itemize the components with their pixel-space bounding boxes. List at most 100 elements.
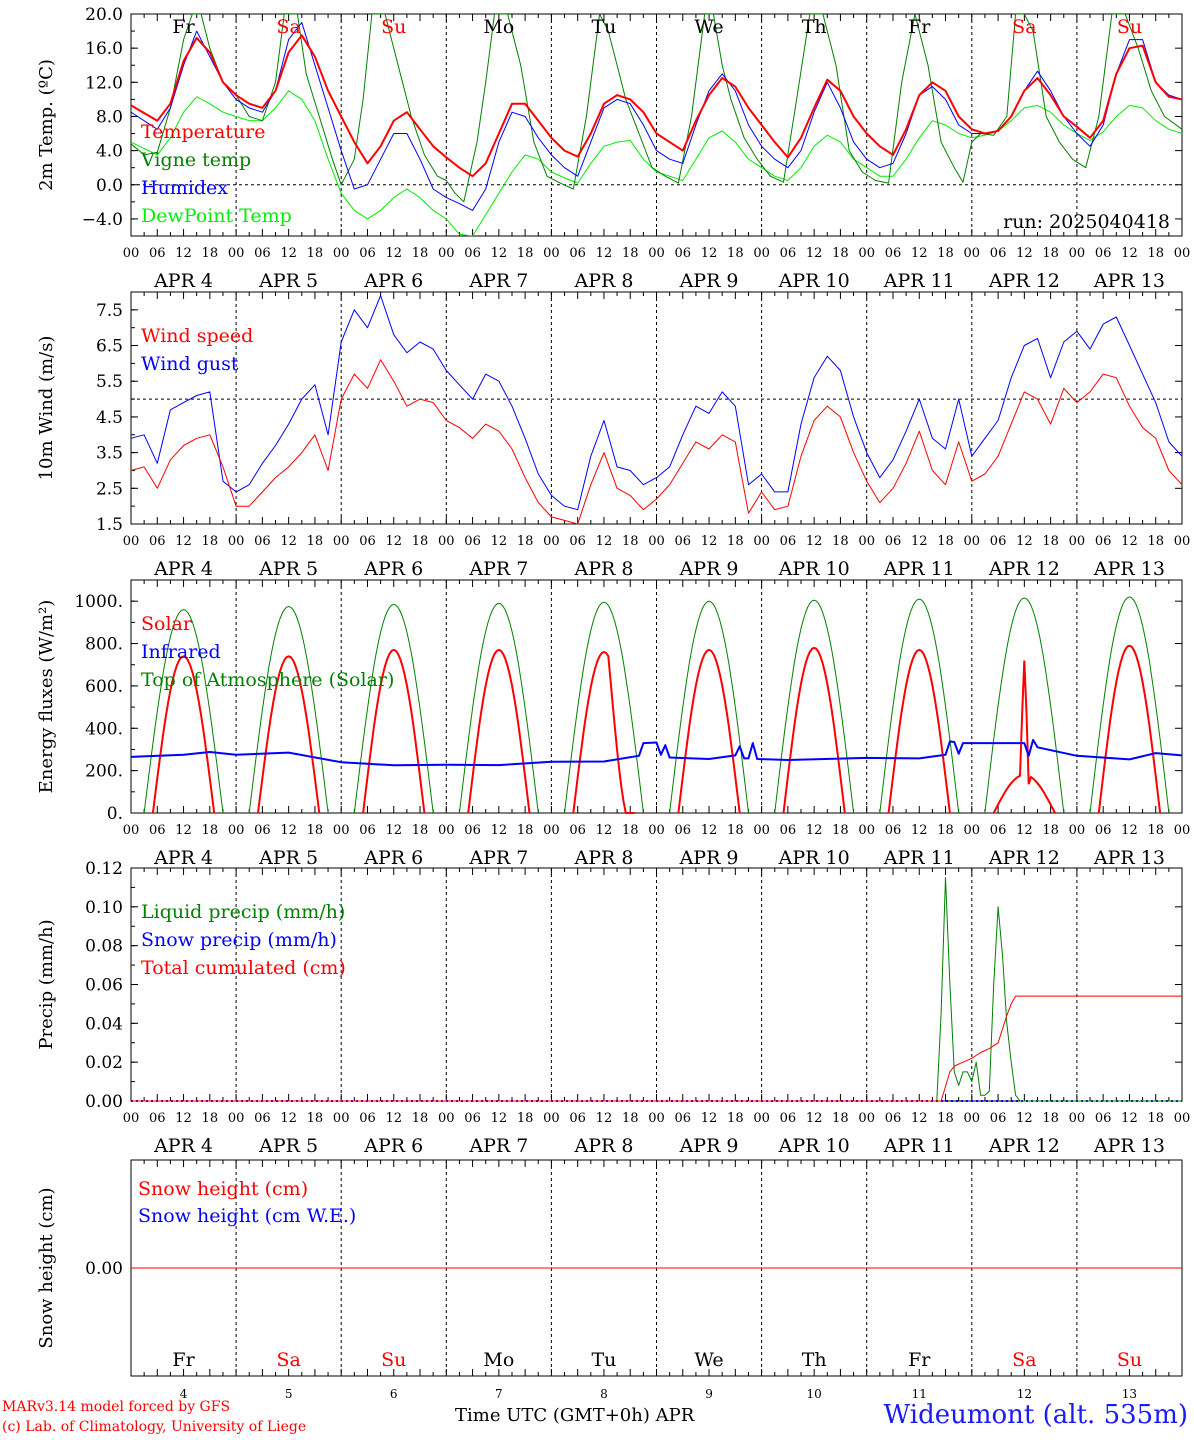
hour-tick-label: 00 <box>964 823 981 838</box>
hour-tick-label: 18 <box>412 246 429 261</box>
weekday-label: Tu <box>591 1349 616 1371</box>
hour-tick-label: 00 <box>228 246 245 261</box>
y-tick-label: 0.02 <box>85 1053 123 1073</box>
hour-tick-label: 06 <box>990 534 1007 549</box>
credit-line-1: MARv3.14 model forced by GFS <box>2 1399 231 1415</box>
y-tick-label: 0.00 <box>85 1259 123 1279</box>
hour-tick-label: 06 <box>569 823 586 838</box>
hour-tick-label: 00 <box>333 1111 350 1126</box>
day-number-label: 12 <box>1017 1387 1032 1401</box>
hour-tick-label: 18 <box>307 1111 324 1126</box>
credit-line-2: (c) Lab. of Climatology, University of L… <box>2 1419 307 1435</box>
toa-solar-curve <box>458 602 539 814</box>
toa-solar-curve <box>353 603 434 814</box>
hour-tick-label: 12 <box>385 823 402 838</box>
hour-tick-label: 06 <box>885 823 902 838</box>
series-temperature <box>131 34 1182 178</box>
hour-tick-label: 00 <box>123 1111 140 1126</box>
date-label: APR 6 <box>363 847 423 869</box>
day-number-label: 6 <box>390 1387 398 1401</box>
hour-tick-label: 18 <box>937 534 954 549</box>
solar-curve <box>992 660 1056 814</box>
hour-tick-label: 12 <box>806 823 823 838</box>
toa-solar-curve <box>1089 596 1170 814</box>
hour-tick-label: 06 <box>990 823 1007 838</box>
hour-tick-label: 00 <box>438 246 455 261</box>
toa-solar-curve <box>143 609 224 814</box>
hour-tick-label: 12 <box>1016 534 1033 549</box>
hour-tick-label: 18 <box>727 823 744 838</box>
hour-tick-label: 06 <box>464 246 481 261</box>
hour-tick-label: 12 <box>1121 534 1138 549</box>
hour-tick-label: 00 <box>964 246 981 261</box>
hour-tick-label: 18 <box>832 1111 849 1126</box>
y-tick-label: 0.12 <box>85 859 123 879</box>
toa-solar-curve <box>774 599 855 814</box>
hour-tick-label: 12 <box>1121 246 1138 261</box>
hour-tick-label: 06 <box>254 1111 271 1126</box>
hour-tick-label: 00 <box>964 534 981 549</box>
run-annotation: run: 2025040418 <box>1003 211 1170 233</box>
date-label: APR 8 <box>573 270 633 292</box>
hour-tick-label: 18 <box>832 246 849 261</box>
y-tick-label: 0.04 <box>85 1014 123 1034</box>
hour-tick-label: 00 <box>1174 246 1191 261</box>
hour-tick-label: 12 <box>806 1111 823 1126</box>
solar-curve <box>782 646 846 814</box>
hour-tick-label: 18 <box>1042 534 1059 549</box>
hour-tick-label: 18 <box>937 823 954 838</box>
hour-tick-label: 06 <box>569 246 586 261</box>
y-tick-label: 3.5 <box>96 444 123 464</box>
y-axis-label: 2m Temp. (ºC) <box>36 59 57 191</box>
hour-tick-label: 12 <box>701 1111 718 1126</box>
hour-tick-label: 06 <box>359 1111 376 1126</box>
day-number-label: 10 <box>807 1387 822 1401</box>
hour-tick-label: 00 <box>438 534 455 549</box>
y-tick-label: 1.5 <box>96 515 123 535</box>
weekday-label: Fr <box>908 16 931 38</box>
solar-curve <box>151 655 216 814</box>
hour-tick-label: 06 <box>149 823 166 838</box>
hour-tick-label: 12 <box>1016 246 1033 261</box>
legend-entry: Snow height (cm W.E.) <box>138 1205 356 1227</box>
y-axis-label: Energy fluxes (W/m²) <box>36 600 57 794</box>
date-label: APR 9 <box>679 270 739 292</box>
date-label: APR 6 <box>363 270 423 292</box>
hour-tick-label: 12 <box>701 534 718 549</box>
hour-tick-label: 06 <box>780 1111 797 1126</box>
hour-tick-label: 12 <box>175 823 192 838</box>
date-label: APR 9 <box>679 847 739 869</box>
hour-tick-label: 00 <box>228 1111 245 1126</box>
weekday-label: Sa <box>276 16 300 38</box>
hour-tick-label: 00 <box>648 1111 665 1126</box>
hour-tick-label: 00 <box>228 823 245 838</box>
hour-tick-label: 18 <box>1147 534 1164 549</box>
weekday-label: Mo <box>483 16 514 38</box>
legend-entry: Temperature <box>141 121 265 143</box>
hour-tick-label: 18 <box>412 823 429 838</box>
hour-tick-label: 06 <box>675 246 692 261</box>
y-tick-label: 12.0 <box>85 73 123 93</box>
hour-tick-label: 00 <box>648 246 665 261</box>
weekday-label: Su <box>381 16 406 38</box>
hour-tick-label: 06 <box>675 534 692 549</box>
hour-tick-label: 12 <box>911 534 928 549</box>
weekday-label: Th <box>802 16 827 38</box>
hour-tick-label: 18 <box>727 246 744 261</box>
day-number-label: 7 <box>495 1387 503 1401</box>
y-axis-label: Precip (mm/h) <box>36 919 57 1049</box>
day-number-label: 5 <box>285 1387 293 1401</box>
hour-tick-label: 18 <box>307 823 324 838</box>
date-label: APR 11 <box>883 558 955 580</box>
hour-tick-label: 00 <box>964 1111 981 1126</box>
hour-tick-label: 00 <box>858 1111 875 1126</box>
date-label: APR 8 <box>573 558 633 580</box>
hour-tick-label: 06 <box>149 534 166 549</box>
solar-curve <box>677 648 741 814</box>
hour-tick-label: 18 <box>937 246 954 261</box>
hour-tick-label: 12 <box>1121 1111 1138 1126</box>
date-label: APR 10 <box>778 847 850 869</box>
hour-tick-label: 18 <box>622 246 639 261</box>
hour-tick-label: 12 <box>911 246 928 261</box>
hour-tick-label: 12 <box>491 534 508 549</box>
